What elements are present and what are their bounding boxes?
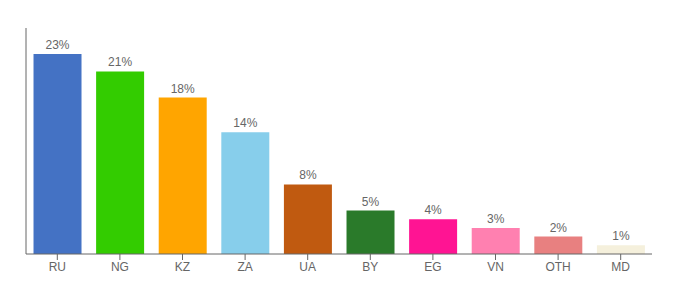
svg-text:14%: 14%	[233, 116, 257, 130]
svg-text:5%: 5%	[362, 195, 380, 209]
svg-text:ZA: ZA	[237, 260, 252, 274]
svg-text:2%: 2%	[550, 221, 568, 235]
svg-text:NG: NG	[111, 260, 129, 274]
svg-text:23%: 23%	[45, 38, 69, 52]
svg-text:8%: 8%	[299, 168, 317, 182]
svg-text:3%: 3%	[487, 212, 505, 226]
svg-text:MD: MD	[611, 260, 630, 274]
svg-text:18%: 18%	[171, 82, 195, 96]
svg-text:EG: EG	[424, 260, 441, 274]
svg-text:1%: 1%	[612, 229, 630, 243]
svg-text:BY: BY	[362, 260, 378, 274]
svg-text:KZ: KZ	[175, 260, 190, 274]
svg-text:UA: UA	[299, 260, 316, 274]
svg-text:VN: VN	[487, 260, 504, 274]
svg-text:4%: 4%	[424, 203, 442, 217]
svg-text:21%: 21%	[108, 55, 132, 69]
svg-text:RU: RU	[49, 260, 66, 274]
svg-text:OTH: OTH	[545, 260, 570, 274]
